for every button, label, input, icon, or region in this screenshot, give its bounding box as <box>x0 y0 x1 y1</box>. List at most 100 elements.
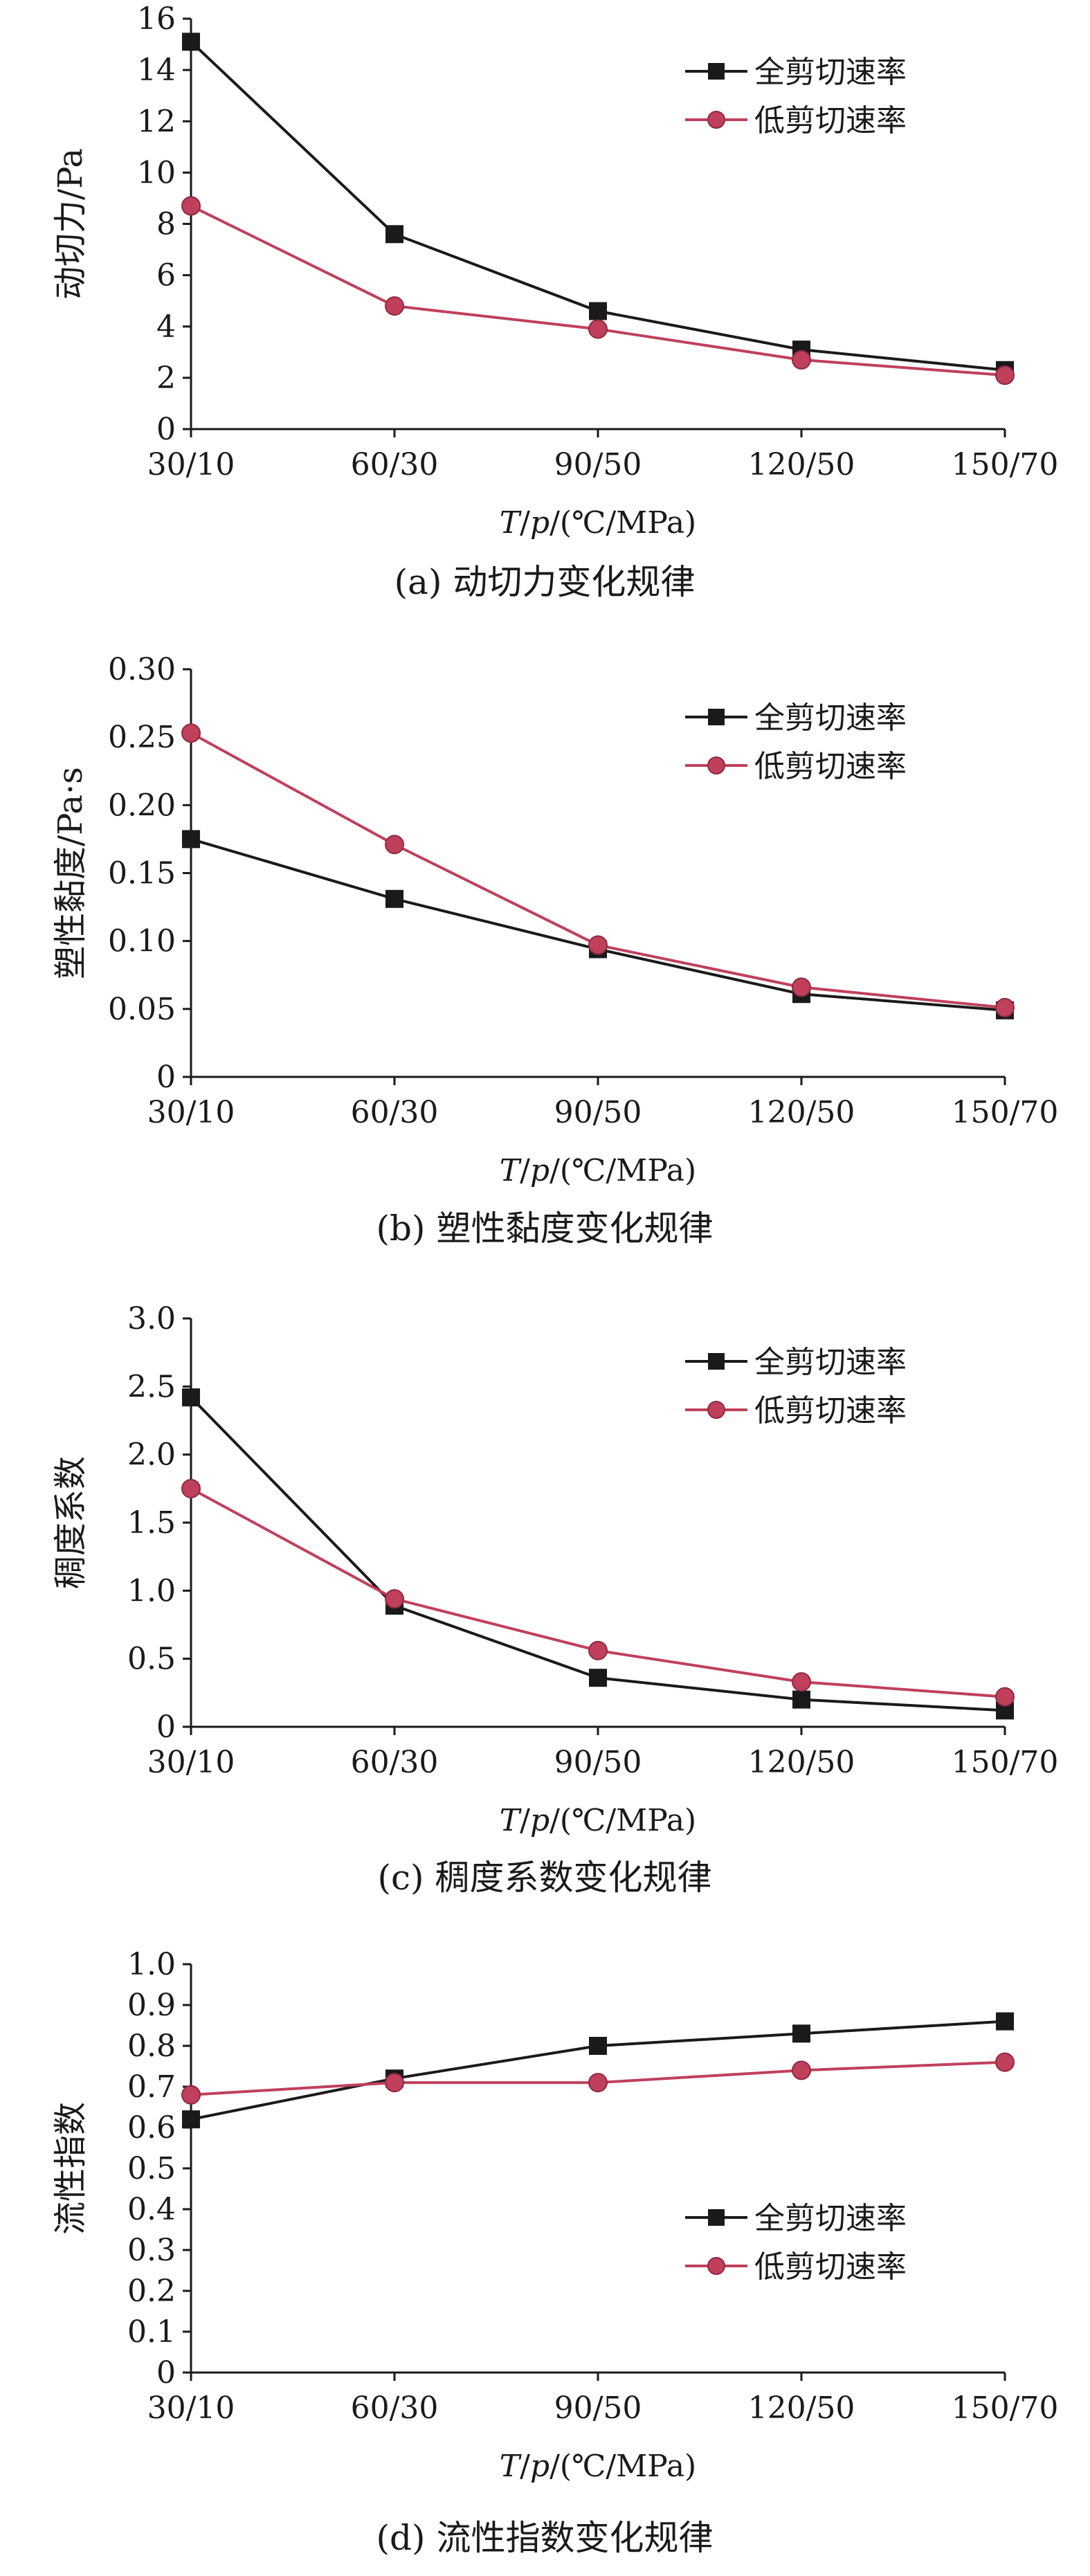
data-point-full <box>385 889 403 908</box>
x-tick-label: 90/50 <box>554 1095 642 1130</box>
panel-caption: (c) 稠度系数变化规律 <box>378 1858 712 1898</box>
y-tick-label: 0.4 <box>127 2192 176 2227</box>
data-point-low <box>181 2085 201 2105</box>
data-point-full <box>182 830 200 849</box>
data-point-low <box>792 1672 811 1692</box>
y-tick-label: 2.0 <box>127 1437 176 1473</box>
legend-label: 全剪切速率 <box>754 1345 907 1380</box>
chart-panel-2: 0 0.05 0.10 0.15 0.20 0.25 0.30 30/10 60/30 90/50… <box>51 652 1058 1249</box>
y-tick-label: 0 <box>156 1060 176 1095</box>
y-tick-label: 0.9 <box>127 1988 176 2023</box>
series-line-low <box>190 1487 1006 1698</box>
x-tick-label: 120/50 <box>748 1745 855 1780</box>
y-tick-label: 0 <box>156 2355 176 2391</box>
data-point-full <box>589 1669 607 1687</box>
legend-label: 全剪切速率 <box>754 2201 907 2236</box>
y-tick-label: 0.10 <box>108 924 176 959</box>
x-tick-label: 150/70 <box>952 447 1059 482</box>
y-tick-label: 0.2 <box>127 2274 176 2309</box>
x-tick-label: 150/70 <box>952 2391 1059 2426</box>
data-point-low <box>588 1640 608 1660</box>
legend-marker-square <box>708 1353 725 1370</box>
legend-marker-circle <box>707 111 725 129</box>
legend-marker-circle <box>707 2257 725 2275</box>
y-tick-label: 0 <box>156 1709 176 1745</box>
y-tick-label: 0.7 <box>127 2069 176 2105</box>
data-point-low <box>385 835 404 855</box>
data-point-full <box>589 2037 607 2055</box>
data-point-low <box>181 723 201 743</box>
x-tick-label: 90/50 <box>554 1745 642 1780</box>
y-tick-label: 1.0 <box>127 1947 176 1982</box>
legend-label: 全剪切速率 <box>754 55 907 90</box>
data-point-low <box>588 2073 608 2093</box>
data-point-low <box>995 2052 1015 2072</box>
y-axis-title: 稠度系数 <box>51 1456 90 1589</box>
chart-panel-4: 0 0.1 0.2 0.3 0.4 0.5 0.6 0.7 0.8 0.9 1.0 30/10 60/3… <box>51 1947 1058 2558</box>
y-axis-title: 流性指数 <box>51 2102 90 2235</box>
x-tick-label: 30/10 <box>147 2391 235 2426</box>
y-tick-label: 0.6 <box>127 2110 176 2146</box>
data-point-low <box>588 935 608 955</box>
data-point-low <box>181 1478 201 1498</box>
data-point-full <box>182 33 200 51</box>
legend-marker-square <box>708 63 725 80</box>
y-axis-title: 动切力/Pa <box>51 148 90 300</box>
legend-label: 低剪切速率 <box>754 103 907 138</box>
data-point-full <box>589 302 607 320</box>
series-line-full <box>190 2020 1006 2121</box>
x-axis-title: T/p/(℃/MPa) <box>500 505 696 541</box>
legend-label: 低剪切速率 <box>754 1393 907 1428</box>
y-tick-label: 0.8 <box>127 2029 176 2064</box>
y-tick-label: 0.20 <box>108 788 176 823</box>
data-point-low <box>385 296 404 316</box>
legend-label: 低剪切速率 <box>754 749 907 784</box>
panel-caption: (d) 流性指数变化规律 <box>376 2518 714 2558</box>
y-tick-label: 14 <box>137 53 176 88</box>
x-axis-title: T/p/(℃/MPa) <box>500 1153 696 1188</box>
y-tick-label: 4 <box>156 309 176 345</box>
panel-caption: (a) 动切力变化规律 <box>394 562 696 602</box>
x-tick-label: 60/30 <box>351 2391 439 2426</box>
y-tick-label: 0.5 <box>127 1642 176 1677</box>
data-point-low <box>995 1687 1015 1707</box>
x-tick-label: 60/30 <box>351 1745 439 1780</box>
panel-caption: (b) 塑性黏度变化规律 <box>376 1208 714 1249</box>
x-tick-label: 120/50 <box>748 447 855 482</box>
legend-label: 全剪切速率 <box>754 700 907 736</box>
y-tick-label: 16 <box>137 1 176 37</box>
x-tick-label: 60/30 <box>351 1095 439 1130</box>
data-point-full <box>182 1388 200 1407</box>
series-line-low <box>190 204 1006 377</box>
x-tick-label: 120/50 <box>748 1095 855 1130</box>
data-point-low <box>385 2073 404 2093</box>
x-axis-title: T/p/(℃/MPa) <box>500 1803 696 1838</box>
x-tick-label: 150/70 <box>952 1745 1059 1780</box>
data-point-low <box>588 319 608 339</box>
y-tick-label: 2 <box>156 361 176 396</box>
x-tick-label: 30/10 <box>147 447 235 482</box>
data-point-full <box>792 2024 810 2043</box>
chart-panel-1: 0 2 4 6 8 10 12 14 16 30/10 60/30 90/50 120/50 150/70… <box>51 1 1058 602</box>
y-tick-label: 0.1 <box>127 2314 176 2350</box>
legend-marker-circle <box>707 1401 725 1419</box>
data-point-low <box>792 977 811 997</box>
legend-marker-square <box>708 2209 725 2226</box>
y-tick-label: 2.5 <box>127 1369 176 1404</box>
y-tick-label: 0.30 <box>108 652 176 687</box>
y-tick-label: 0.05 <box>108 992 176 1027</box>
y-tick-label: 6 <box>156 258 176 293</box>
x-tick-label: 90/50 <box>554 2391 642 2426</box>
data-point-low <box>181 196 201 216</box>
y-tick-label: 8 <box>156 207 176 242</box>
x-axis-title: T/p/(℃/MPa) <box>500 2449 696 2484</box>
y-axis-title: 塑性黏度/Pa·s <box>51 767 90 979</box>
series-line-full <box>190 837 1006 1012</box>
y-tick-label: 0.25 <box>108 720 176 755</box>
y-tick-label: 0.15 <box>108 856 176 891</box>
x-tick-label: 120/50 <box>748 2391 855 2426</box>
data-point-full <box>792 1690 810 1709</box>
y-tick-label: 1.5 <box>127 1505 176 1541</box>
legend-marker-circle <box>707 756 725 774</box>
data-point-low <box>995 997 1015 1017</box>
